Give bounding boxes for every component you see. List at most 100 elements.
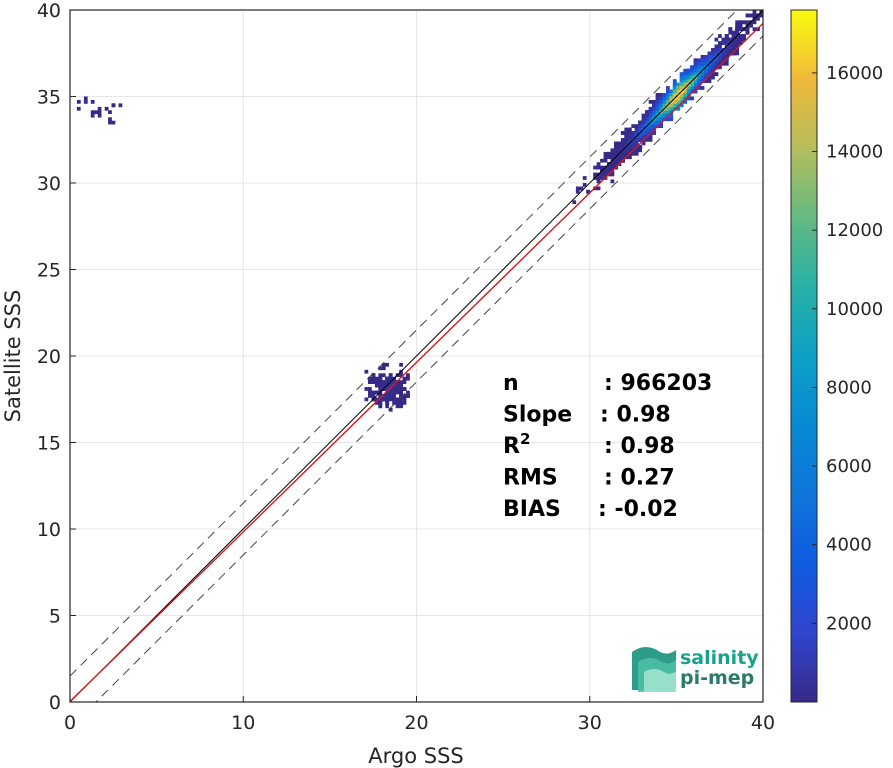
- density-cell: [686, 72, 691, 77]
- stat-label: R2: [503, 430, 530, 459]
- density-cell: [620, 141, 625, 146]
- density-cell: [388, 397, 393, 402]
- density-cell: [662, 93, 667, 97]
- density-cell: [614, 141, 618, 146]
- density-cell: [676, 89, 681, 94]
- colorbar-tick-label: 4000: [826, 535, 872, 556]
- x-tick-label: 40: [751, 712, 775, 734]
- density-cell: [600, 158, 604, 163]
- density-cell: [392, 401, 396, 405]
- density-cell: [724, 34, 729, 38]
- density-cell: [641, 141, 646, 146]
- density-cell: [388, 390, 393, 395]
- density-cell: [627, 148, 632, 153]
- density-cell: [700, 55, 705, 59]
- density-cell: [395, 390, 400, 395]
- density-cell: [672, 93, 677, 97]
- density-cell: [607, 155, 611, 160]
- y-axis-ticks: 0 5 10 15 20 25 30 35 40: [37, 0, 76, 714]
- stat-value: : 966203: [604, 371, 712, 396]
- density-cell: [395, 380, 400, 384]
- density-cell: [704, 72, 708, 77]
- density-cell: [669, 117, 674, 122]
- density-cell: [378, 397, 383, 402]
- density-cell: [392, 397, 396, 402]
- density-cell: [378, 387, 383, 391]
- stat-value: : 0.27: [604, 466, 675, 491]
- density-cell: [399, 373, 403, 378]
- density-cell: [575, 186, 580, 191]
- density-cell: [676, 106, 681, 111]
- density-cell: [707, 65, 712, 70]
- density-cell: [749, 13, 753, 18]
- density-cell: [385, 387, 390, 391]
- density-cell: [641, 124, 646, 128]
- density-cell: [662, 103, 667, 108]
- density-cell: [378, 401, 383, 405]
- stat-value: : 0.98: [600, 403, 671, 428]
- density-cell: [659, 103, 663, 108]
- density-cell: [402, 380, 407, 384]
- density-cell: [731, 41, 736, 45]
- density-cell: [378, 380, 383, 384]
- density-cell: [659, 124, 663, 128]
- density-cell: [659, 100, 663, 104]
- density-cell: [108, 117, 112, 122]
- density-cell: [402, 394, 407, 398]
- density-cell: [652, 100, 656, 104]
- y-tick-label: 30: [37, 173, 61, 195]
- density-cell: [374, 380, 379, 384]
- density-cell: [648, 138, 653, 142]
- density-cell: [402, 387, 407, 391]
- density-cell: [666, 117, 670, 122]
- density-cell: [652, 124, 656, 128]
- density-cell: [700, 58, 705, 63]
- density-cell: [669, 89, 674, 94]
- density-cell: [378, 366, 383, 371]
- density-cell: [402, 376, 407, 381]
- y-tick-label: 20: [37, 346, 61, 368]
- density-cell: [724, 58, 729, 63]
- density-cell: [745, 20, 750, 25]
- density-cell: [672, 89, 677, 94]
- density-cell: [655, 103, 660, 108]
- y-tick-label: 15: [37, 433, 61, 455]
- density-cell: [676, 86, 681, 90]
- density-cell: [108, 110, 112, 115]
- y-axis-label: Satellite SSS: [1, 290, 25, 423]
- x-axis-ticks: 0 10 20 30 40: [64, 696, 775, 734]
- density-cell: [676, 96, 681, 101]
- density-cell: [399, 362, 403, 367]
- density-cell: [368, 380, 372, 384]
- density-cell: [395, 397, 400, 402]
- density-cell: [666, 100, 670, 104]
- density-cell: [648, 100, 653, 104]
- density-cell: [638, 144, 643, 149]
- density-cell: [718, 65, 722, 70]
- density-cell: [679, 100, 684, 104]
- density-cell: [385, 394, 390, 398]
- regression-line: [70, 22, 763, 702]
- density-cell: [575, 189, 580, 194]
- density-cell: [634, 138, 639, 142]
- density-cell: [617, 158, 622, 163]
- density-cell: [638, 127, 643, 132]
- density-cell: [676, 82, 681, 87]
- density-cell: [704, 68, 708, 73]
- density-cell: [679, 86, 684, 90]
- density-cell: [614, 158, 618, 163]
- x-tick-label: 0: [64, 712, 76, 734]
- density-cell: [679, 82, 684, 87]
- density-cell: [655, 117, 660, 122]
- density-cell: [683, 79, 688, 83]
- density-cell: [641, 120, 646, 125]
- density-cell: [738, 27, 743, 32]
- density-cell: [683, 96, 688, 101]
- density-cell: [627, 155, 632, 160]
- density-cell: [368, 376, 372, 381]
- density-cell: [735, 23, 740, 28]
- density-cell: [724, 51, 729, 56]
- density-cell: [707, 68, 712, 73]
- density-cell: [693, 86, 698, 90]
